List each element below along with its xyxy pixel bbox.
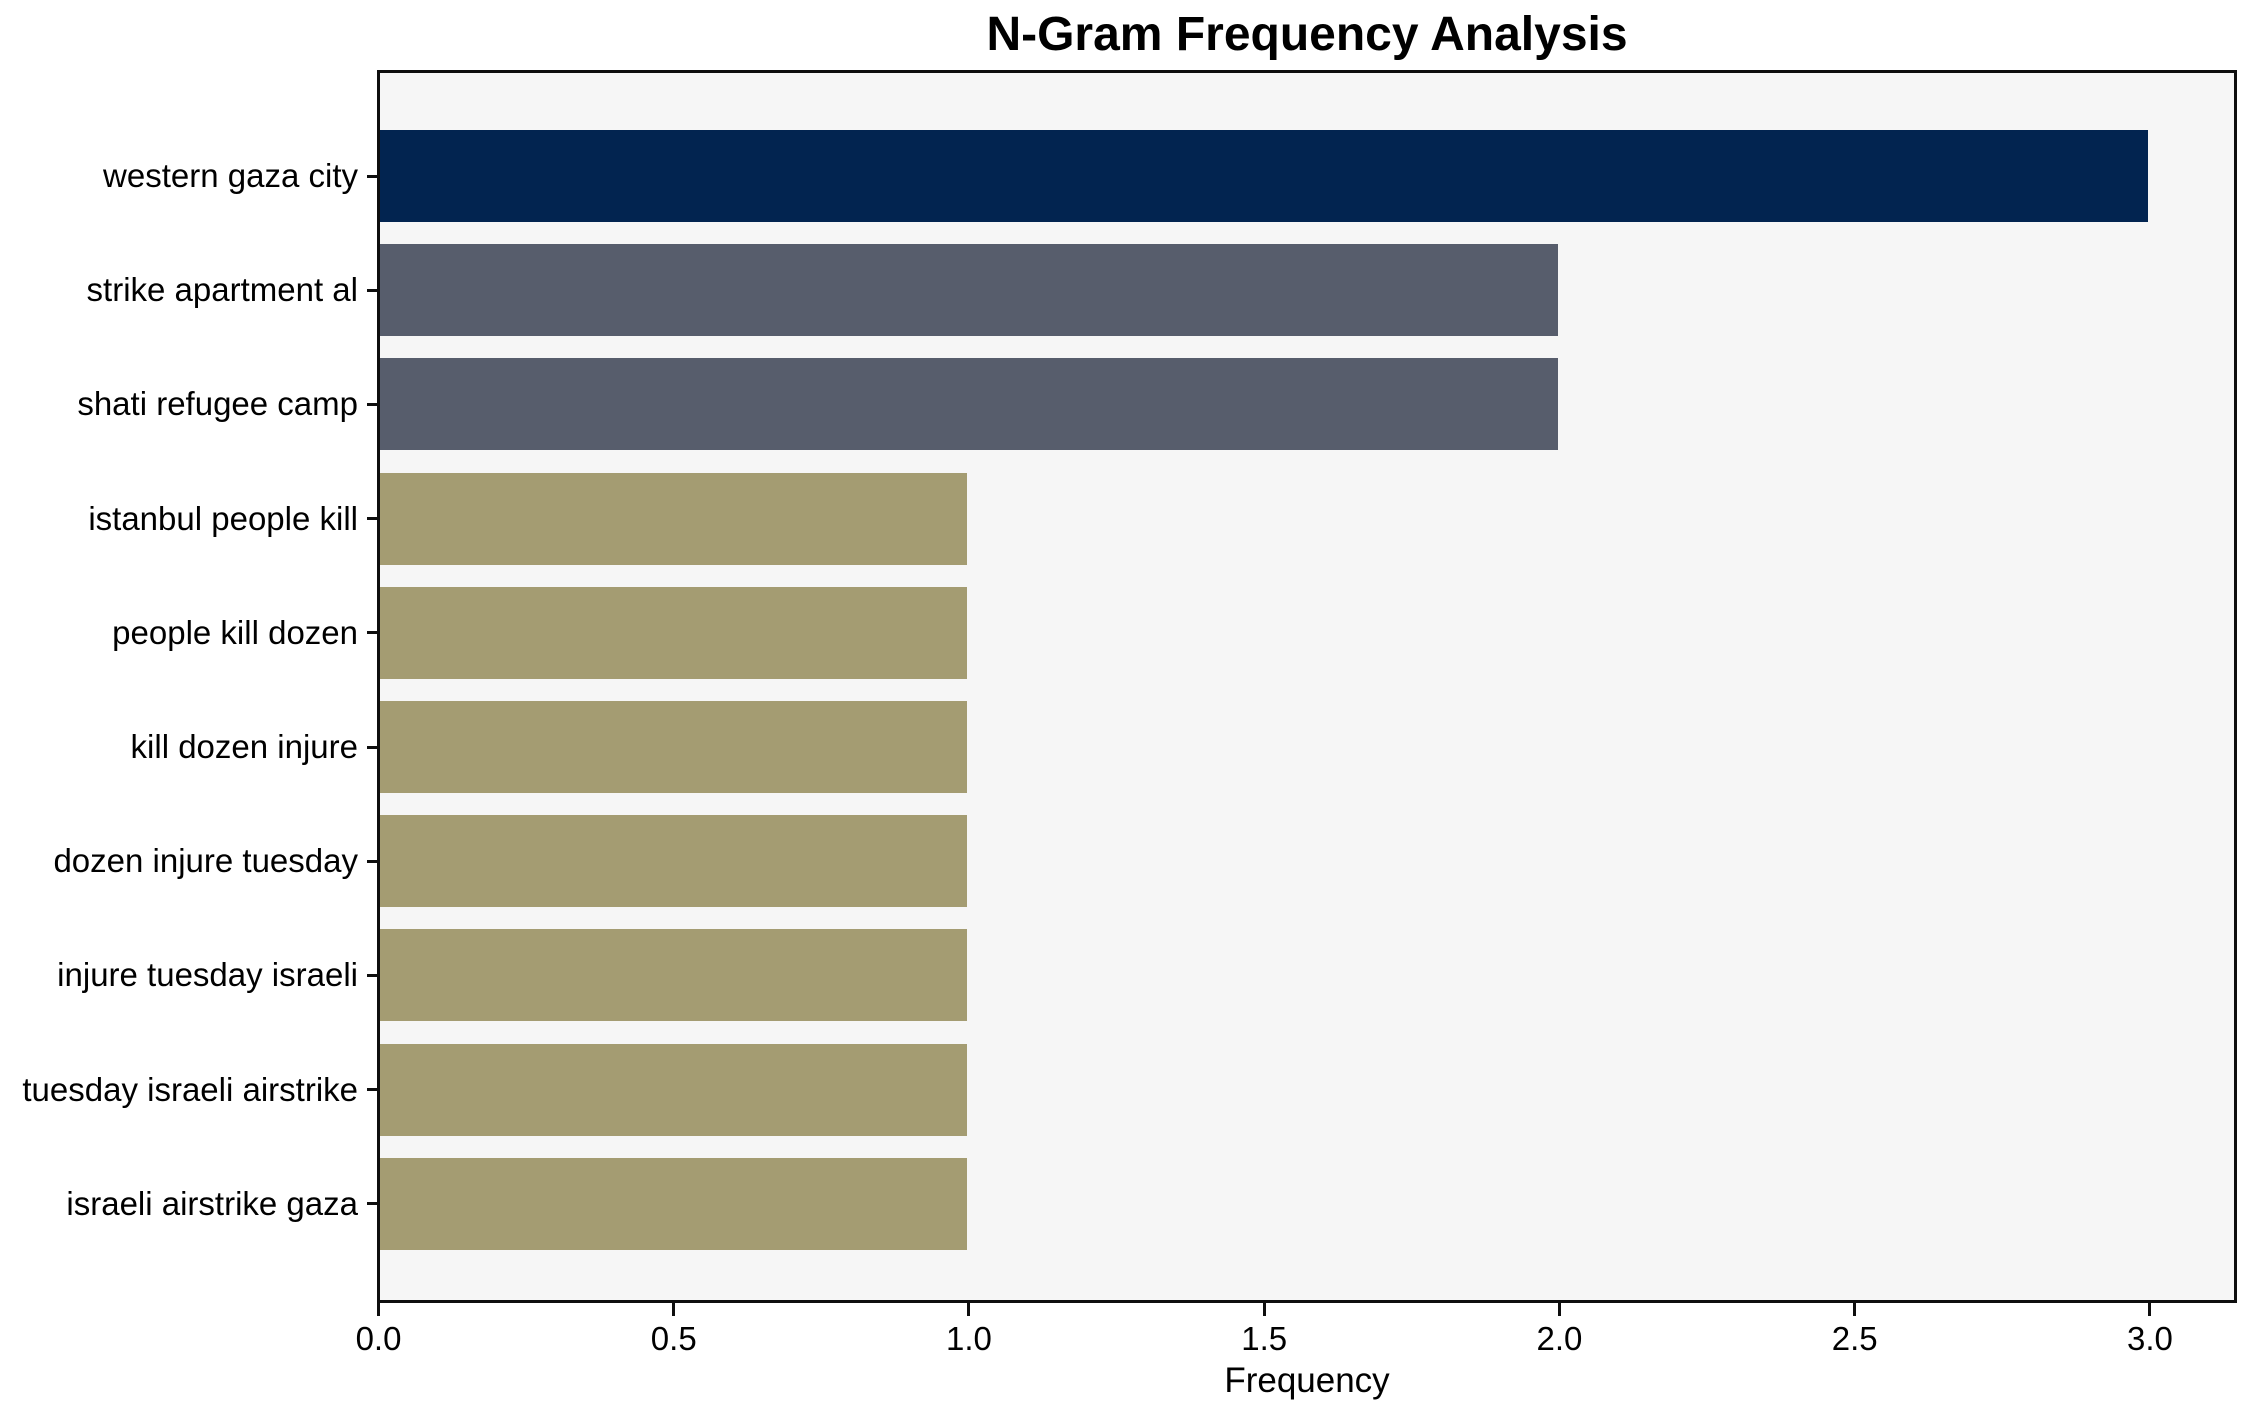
bar-israeli-airstrike-gaza — [377, 1157, 968, 1250]
bar-strike-apartment-al — [377, 244, 1558, 337]
x-tick-label: 2.0 — [1536, 1320, 1583, 1357]
bar-people-kill-dozen — [377, 586, 968, 679]
plot-area — [377, 70, 2237, 1303]
x-tick-mark — [1853, 1303, 1857, 1316]
y-tick-mark — [367, 517, 377, 521]
y-tick-mark — [367, 174, 377, 178]
chart-title: N-Gram Frequency Analysis — [986, 8, 1628, 61]
x-tick-label: 1.0 — [946, 1320, 992, 1357]
y-tick-mark — [367, 288, 377, 292]
x-tick-label: 2.5 — [1831, 1320, 1878, 1357]
bar-injure-tuesday-israeli — [377, 929, 968, 1022]
y-tick-mark — [367, 1088, 377, 1092]
y-tick-label: dozen injure tuesday — [53, 842, 358, 880]
x-tick-label: 0.0 — [355, 1320, 402, 1357]
x-tick-label: 3.0 — [2126, 1320, 2173, 1357]
y-tick-mark — [367, 402, 377, 406]
y-tick-mark — [367, 859, 377, 863]
x-axis-title: Frequency — [1224, 1361, 1390, 1400]
y-tick-label: shati refugee camp — [77, 385, 358, 423]
x-tick-mark — [2148, 1303, 2152, 1316]
bar-kill-dozen-injure — [377, 701, 968, 793]
bar-western-gaza-city — [377, 130, 2149, 222]
y-tick-mark — [367, 1202, 377, 1206]
x-tick-mark — [672, 1303, 676, 1316]
y-tick-label: tuesday israeli airstrike — [22, 1070, 358, 1108]
x-tick-label: 0.5 — [650, 1320, 697, 1357]
y-tick-label: western gaza city — [103, 157, 358, 194]
y-tick-label: israeli airstrike gaza — [66, 1184, 358, 1222]
x-tick-mark — [1557, 1303, 1561, 1316]
bar-istanbul-people-kill — [377, 472, 968, 565]
y-tick-mark — [367, 631, 377, 635]
y-tick-label: istanbul people kill — [88, 499, 358, 537]
y-tick-label: strike apartment al — [86, 271, 358, 309]
y-tick-label: kill dozen injure — [130, 728, 358, 765]
bar-shati-refugee-camp — [377, 358, 1558, 451]
y-tick-mark — [367, 745, 377, 749]
y-tick-label: people kill dozen — [112, 613, 358, 651]
bar-dozen-injure-tuesday — [377, 815, 968, 908]
y-tick-mark — [367, 973, 377, 977]
bar-tuesday-israeli-airstrike — [377, 1043, 968, 1136]
x-tick-mark — [1262, 1303, 1266, 1316]
y-tick-label: injure tuesday israeli — [57, 956, 358, 994]
x-tick-label: 1.5 — [1241, 1320, 1288, 1357]
x-tick-mark — [377, 1303, 380, 1316]
x-tick-mark — [967, 1303, 971, 1316]
